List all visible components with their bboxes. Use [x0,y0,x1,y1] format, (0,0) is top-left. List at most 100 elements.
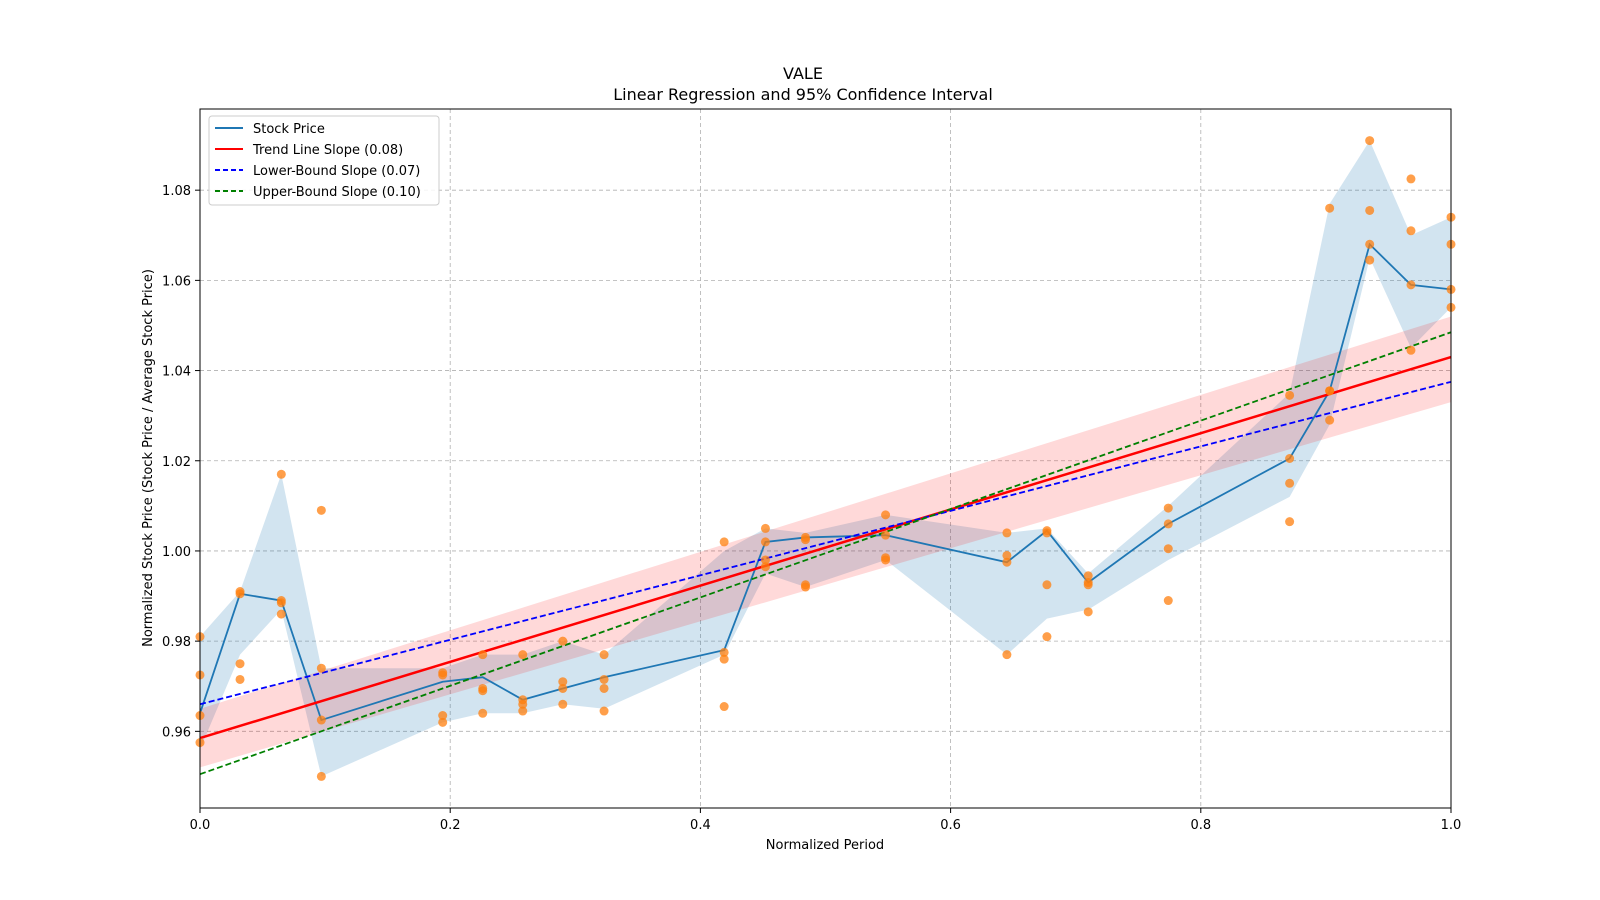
trend-line [199,355,1452,740]
price-point [1325,415,1335,425]
legend-stock-price: Stock Price [253,122,325,137]
price-point [1002,650,1012,660]
price-point [1406,345,1416,355]
price-point [760,523,770,533]
lower-bound-line [199,380,1452,706]
price-point [558,683,568,693]
y-axis-label: Normalized Stock Price (Stock Price / Av… [141,269,156,647]
chart-subtitle: Linear Regression and 95% Confidence Int… [613,85,993,104]
price-point [1042,528,1052,538]
price-point [518,650,528,660]
y-tick-label: 1.08 [162,184,191,199]
price-point [719,702,729,712]
y-tick-label: 1.06 [162,274,191,289]
price-point [518,706,528,716]
price-point [599,683,609,693]
price-point [760,562,770,572]
price-point [276,598,286,608]
x-tick-label: 0.2 [440,818,461,833]
price-point [599,650,609,660]
price-point [719,647,729,657]
x-axis-label: Normalized Period [766,838,884,853]
legend-upper-bound: Upper-Bound Slope (0.10) [253,185,421,200]
x-tick-label: 1.0 [1441,818,1462,833]
price-point [316,663,326,673]
stock-price-line [199,242,1452,722]
legend-lower-bound: Lower-Bound Slope (0.07) [253,164,420,179]
price-point [316,505,326,515]
price-point [1285,454,1295,463]
price-point [438,717,448,727]
price-point [478,650,488,660]
price-point [235,589,245,599]
price-point [235,659,245,669]
price-point [881,555,891,565]
price-point [1083,571,1093,581]
data-lines [199,242,1452,776]
price-point [478,708,488,718]
legend-box [208,115,440,206]
price-point [316,715,326,725]
confidence-bands [200,140,1451,777]
price-point [1285,478,1295,488]
price-point [438,670,448,680]
stock-price-confidence-band [200,140,1451,777]
price-point [438,711,448,721]
price-point [1163,596,1173,606]
price-point [1365,136,1375,146]
price-point [1365,255,1375,265]
upper-bound-line [199,331,1452,776]
x-tick-label: 0.4 [690,818,711,833]
trend-confidence-band [200,316,1451,768]
price-point [1365,239,1375,249]
y-tick-label: 1.04 [162,365,191,380]
price-point [478,686,488,696]
price-point [1083,580,1093,590]
price-point [1163,503,1173,513]
price-point [719,654,729,664]
x-tick-label: 0.6 [940,818,961,833]
price-point [558,699,568,709]
price-point [316,771,326,781]
price-point [1002,557,1012,567]
price-point [1163,519,1173,529]
price-point [235,674,245,684]
price-point [1365,205,1375,215]
price-point [800,535,810,545]
price-point [1325,386,1335,396]
price-point [1042,632,1052,642]
y-tick-label: 1.02 [162,455,191,470]
price-point [1325,203,1335,213]
price-point [1406,280,1416,290]
price-point [599,706,609,716]
price-point [881,530,891,540]
x-tick-label: 0.0 [190,818,211,833]
price-point [276,469,286,479]
price-point [1285,390,1295,400]
price-point [1042,580,1052,590]
price-point [1163,544,1173,554]
y-tick-label: 0.96 [162,725,191,740]
price-point [719,537,729,547]
price-point [599,674,609,684]
axis-ticks: 0.0 0.2 0.4 0.6 0.8 1.0 0.96 0.98 1.00 1.02 1.04 1.… [162,184,1461,833]
price-point [558,636,568,646]
plot-frame [199,108,1452,809]
price-point [276,609,286,619]
legend: Stock Price Trend Line Slope (0.08) Lowe… [208,115,440,206]
price-point [1406,174,1416,184]
y-tick-label: 0.98 [162,635,191,650]
y-tick-label: 1.00 [162,545,191,560]
chart-title: VALE [783,64,823,83]
price-point [518,699,528,709]
price-point [1406,226,1416,236]
price-point [1002,550,1012,560]
price-point [760,555,770,565]
price-point [881,510,891,520]
price-point [1285,517,1295,527]
price-point [1083,607,1093,617]
price-point [760,537,770,547]
price-point [800,582,810,592]
x-tick-label: 0.8 [1190,818,1211,833]
